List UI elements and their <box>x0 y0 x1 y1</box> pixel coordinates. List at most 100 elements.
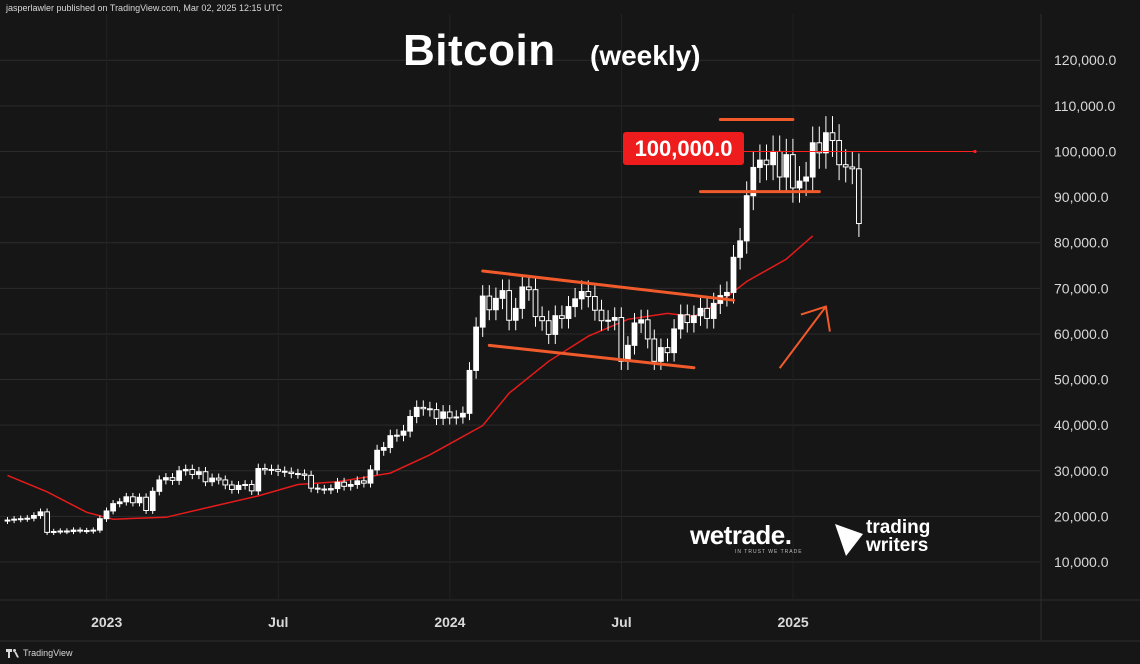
candle-down <box>420 406 427 410</box>
candle-down <box>189 468 196 475</box>
trendline-resistance <box>481 269 735 302</box>
y-tick-label: 70,000.0 <box>1054 280 1109 296</box>
candle-up <box>90 529 97 532</box>
candle-up <box>209 477 215 483</box>
candle-up <box>757 159 763 168</box>
candle-up <box>367 469 374 484</box>
candle-up <box>268 468 275 471</box>
candle-down <box>532 289 539 318</box>
candle-down <box>776 150 783 178</box>
candle-up <box>611 317 618 321</box>
candle-down <box>229 484 235 491</box>
candle-down <box>842 164 849 168</box>
candle-down <box>506 290 512 321</box>
trendline-support <box>487 343 696 370</box>
candle-up <box>691 315 697 324</box>
candle-down <box>644 319 651 340</box>
tradingview-logo-icon <box>6 648 19 658</box>
candle-up <box>440 411 446 419</box>
candle-down <box>585 291 592 298</box>
candle-down <box>829 132 836 142</box>
candle-down <box>202 471 209 483</box>
candle-down <box>598 309 605 322</box>
candle-up <box>50 530 57 533</box>
candle-up <box>453 416 460 419</box>
candle-down <box>295 473 301 476</box>
candle-down <box>836 140 842 166</box>
candle-up <box>710 302 717 319</box>
candle-down <box>281 470 288 473</box>
candle-up <box>24 517 31 520</box>
y-tick-label: 30,000.0 <box>1054 463 1109 479</box>
candle-up <box>750 166 757 197</box>
tradingview-brand: TradingView <box>23 648 73 658</box>
candle-up <box>149 490 156 511</box>
candle-down <box>856 168 862 225</box>
candle-up <box>770 150 776 166</box>
candle-up <box>697 307 704 317</box>
candle-up <box>255 468 262 492</box>
candle-up <box>724 291 730 297</box>
candle-up <box>374 449 380 471</box>
candle-up <box>737 240 743 258</box>
y-tick-label: 120,000.0 <box>1054 52 1116 68</box>
wetrade-logo: wetrade. <box>690 520 792 550</box>
candle-down <box>763 159 770 166</box>
candle-up <box>803 176 809 182</box>
candle-down <box>486 295 493 311</box>
candle-up <box>11 518 17 521</box>
candle-up <box>823 132 829 154</box>
candle-up <box>466 369 473 414</box>
tradingview-footer[interactable]: TradingView <box>6 648 73 658</box>
candle-down <box>77 529 83 532</box>
candle-up <box>552 315 559 335</box>
candle-up <box>37 511 44 517</box>
trading-writers-icon <box>835 524 863 556</box>
candle-down <box>64 530 70 533</box>
candle-up <box>605 319 611 322</box>
chart-title: Bitcoin <box>403 26 556 75</box>
candle-up <box>123 496 130 503</box>
x-tick-label: 2023 <box>91 614 122 630</box>
candle-up <box>473 326 479 371</box>
y-tick-label: 40,000.0 <box>1054 417 1109 433</box>
candle-down <box>321 488 328 491</box>
candle-down <box>559 315 565 319</box>
candle-down <box>361 480 367 484</box>
candle-up <box>156 479 163 492</box>
chart-subtitle: (weekly) <box>590 40 701 71</box>
candle-down <box>526 286 532 291</box>
candle-up <box>783 154 790 178</box>
candle-up <box>572 298 578 308</box>
y-tick-label: 90,000.0 <box>1054 189 1109 205</box>
candle-down <box>545 320 552 335</box>
candle-up <box>110 503 116 512</box>
candle-up <box>31 515 37 519</box>
level-callout: 100,000.0 <box>623 132 744 165</box>
candle-up <box>57 530 64 533</box>
bullish-arrow-shaft <box>778 305 827 369</box>
candle-down <box>664 347 671 354</box>
candle-down <box>790 154 796 189</box>
candle-up <box>499 290 506 299</box>
candle-up <box>519 286 526 309</box>
candle-down <box>215 477 222 481</box>
candle-down <box>248 483 255 492</box>
bullish-arrow-head <box>800 305 831 332</box>
candle-down <box>427 408 433 411</box>
candle-up <box>809 142 816 178</box>
candle-up <box>730 256 737 293</box>
candle-up <box>103 510 110 520</box>
candle-down <box>684 314 691 324</box>
candle-down <box>308 474 314 489</box>
y-tick-label: 50,000.0 <box>1054 372 1109 388</box>
y-tick-label: 20,000.0 <box>1054 508 1109 524</box>
candle-up <box>387 435 394 449</box>
candle-down <box>849 166 856 170</box>
candle-up <box>176 470 182 481</box>
wetrade-tagline: IN TRUST WE TRADE <box>735 549 803 555</box>
candle-down <box>539 316 545 322</box>
y-tick-label: 110,000.0 <box>1054 98 1115 114</box>
